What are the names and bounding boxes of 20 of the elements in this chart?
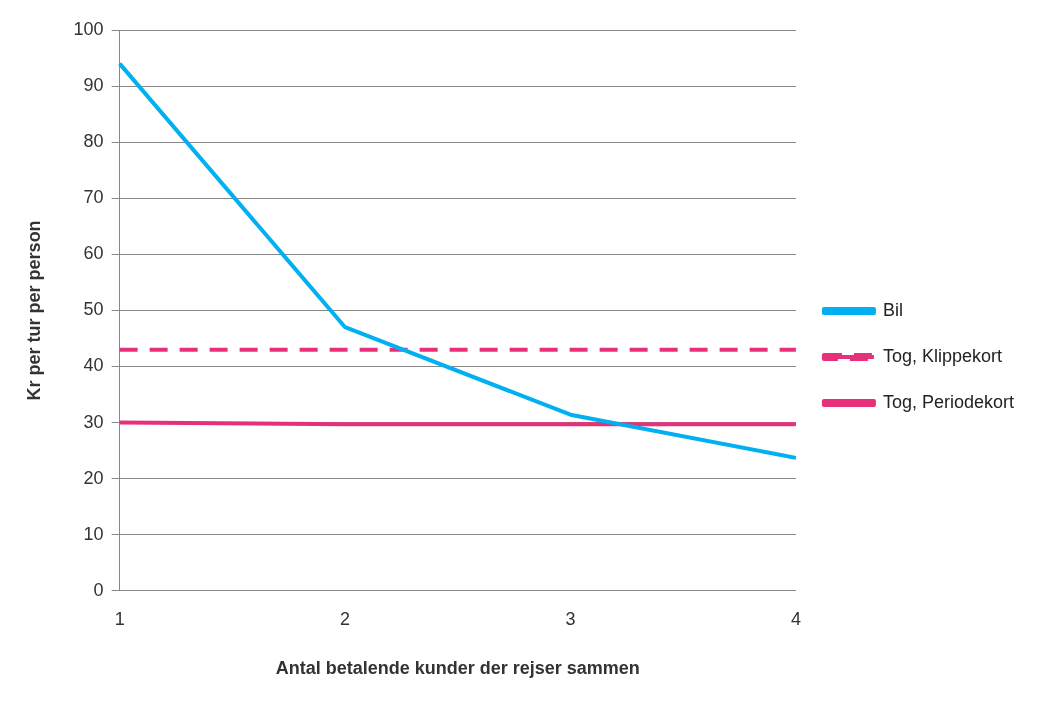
y-tick-label: 10 — [83, 523, 104, 544]
y-axis-title: Kr per tur per person — [23, 220, 44, 401]
y-tick-label: 50 — [83, 299, 104, 320]
y-tick-label: 40 — [83, 355, 104, 376]
y-tick-label: 30 — [83, 411, 104, 432]
y-tick-label: 100 — [73, 18, 104, 39]
x-tick-label: 2 — [340, 608, 351, 629]
y-tick-label: 90 — [83, 75, 104, 96]
legend-label: Tog, Periodekort — [882, 391, 1015, 412]
x-axis-title: Antal betalende kunder der rejser sammen — [275, 658, 640, 679]
y-tick-label: 60 — [83, 243, 104, 264]
y-tick-label: 80 — [83, 131, 104, 152]
legend-label: Tog, Klippekort — [882, 345, 1003, 366]
x-tick-label: 1 — [114, 608, 125, 629]
x-tick-label: 3 — [565, 608, 576, 629]
legend-label: Bil — [882, 299, 903, 320]
x-tick-label: 4 — [790, 608, 801, 629]
y-tick-label: 0 — [93, 579, 104, 600]
y-tick-label: 20 — [83, 467, 104, 488]
y-tick-label: 70 — [83, 187, 104, 208]
